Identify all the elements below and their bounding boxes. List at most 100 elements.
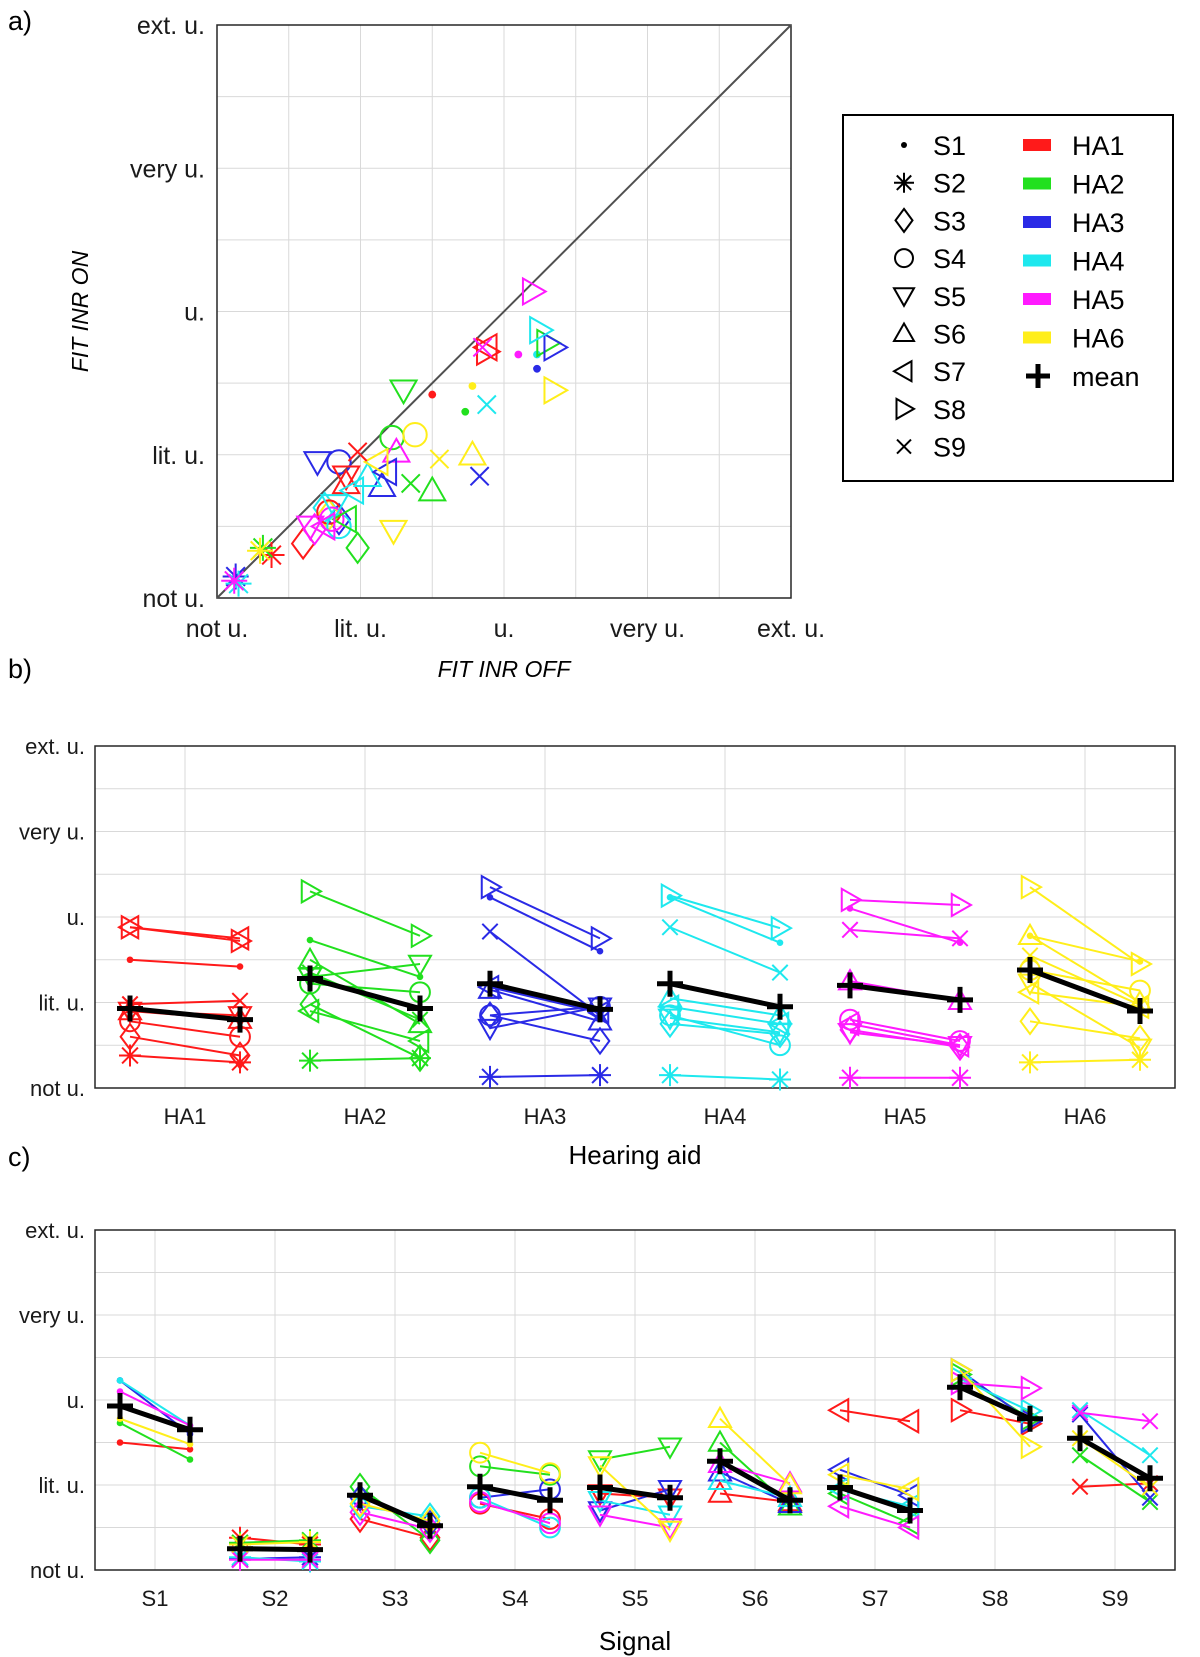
legend-marker-s2 bbox=[894, 172, 914, 193]
legend-swatch-ha5 bbox=[1023, 293, 1051, 305]
marker-on-ha3-s3 bbox=[589, 1026, 611, 1056]
pair-line-ha1-s2 bbox=[129, 1054, 241, 1064]
point-s2-ha3 bbox=[222, 563, 249, 590]
mean-on-ha2 bbox=[407, 995, 433, 1022]
marker-off-ha3-s5 bbox=[477, 1018, 503, 1042]
panel-b-hearing-aid: b) not u. lit. u. u. very u. ext. u. HA1 HA2 HA3… bbox=[8, 654, 1176, 1170]
legend-marker-s1 bbox=[901, 142, 907, 148]
marker-off-s5-ha6 bbox=[587, 1456, 613, 1479]
point-s1-ha1 bbox=[428, 390, 437, 399]
x-tick-label: S4 bbox=[502, 1586, 529, 1611]
mean-on-s2 bbox=[297, 1536, 323, 1563]
x-tick-label: S1 bbox=[142, 1586, 169, 1611]
legend-swatch-ha3 bbox=[1023, 216, 1051, 228]
mean-on-s7 bbox=[897, 1497, 923, 1524]
diagonal-line bbox=[216, 24, 792, 599]
pair-line-ha6-s2 bbox=[1029, 1058, 1141, 1064]
mean-off-s8 bbox=[947, 1374, 973, 1401]
y-tick-label: ext. u. bbox=[25, 734, 85, 759]
mean-line-s3 bbox=[358, 1492, 432, 1529]
marker-on-ha3-s2 bbox=[589, 1064, 611, 1087]
pair-line-ha2-s8 bbox=[309, 890, 421, 937]
marker-off-ha2-s7 bbox=[296, 998, 320, 1024]
marker-on-s8-ha6 bbox=[1020, 1434, 1044, 1460]
pair-line-ha6-s1 bbox=[1029, 934, 1141, 963]
marker-off-s6-ha4 bbox=[707, 1467, 733, 1490]
mean-line-s6 bbox=[718, 1459, 792, 1503]
marker-on-ha4-s3 bbox=[769, 1019, 791, 1049]
legend-label-s6: S6 bbox=[933, 320, 966, 350]
point-s7-ha2 bbox=[331, 504, 357, 534]
pair-line-s4-ha5 bbox=[479, 1501, 551, 1525]
y-tick-label: very u. bbox=[130, 155, 205, 183]
marker-on-s5-ha2 bbox=[657, 1437, 683, 1460]
x-tick-label: very u. bbox=[610, 615, 685, 643]
marker-on-ha1-s8 bbox=[230, 928, 254, 954]
mean-line-ha5 bbox=[849, 982, 961, 1003]
marker-on-s7-ha1 bbox=[896, 1408, 920, 1434]
pair-line-ha4-s7 bbox=[669, 1005, 781, 1025]
point-s6-ha2 bbox=[417, 475, 447, 502]
pair-line-ha2-s3 bbox=[309, 1003, 421, 1059]
marker-off-ha1-s1 bbox=[126, 956, 134, 964]
pair-line-s5-ha6 bbox=[599, 1464, 671, 1531]
marker-off-ha5-s9 bbox=[841, 921, 859, 939]
legend-label-ha5: HA5 bbox=[1072, 285, 1125, 315]
y-tick-label: not u. bbox=[30, 1558, 85, 1583]
marker-off-ha5-s8 bbox=[840, 887, 864, 913]
mean-off-s2 bbox=[227, 1535, 253, 1562]
pair-line-s7-ha1 bbox=[839, 1409, 911, 1423]
marker-on-ha3-s8 bbox=[590, 925, 614, 952]
point-s2-ha1 bbox=[258, 542, 285, 569]
pair-line-ha4-s8 bbox=[669, 894, 781, 930]
x-tick-label: HA6 bbox=[1064, 1104, 1107, 1129]
marker-on-ha6-s3 bbox=[1129, 1024, 1151, 1053]
pair-line-ha3-s1 bbox=[489, 896, 601, 953]
point-s5-ha3 bbox=[302, 451, 333, 477]
marker-on-s8-ha5 bbox=[1020, 1375, 1044, 1401]
point-s7-ha6 bbox=[362, 447, 389, 477]
panel-a-scatter: a) not u.not u. lit. u. lit. u. u. u. very u. v… bbox=[8, 6, 1174, 682]
x-axis-label: Signal bbox=[599, 1626, 671, 1656]
mean-off-ha2 bbox=[297, 965, 323, 992]
marker-off-s6-ha6 bbox=[707, 1405, 733, 1428]
marker-off-s9-ha3 bbox=[1071, 1406, 1089, 1423]
pair-line-ha3-s2 bbox=[489, 1074, 601, 1078]
marker-on-s3-ha2 bbox=[419, 1525, 441, 1555]
y-tick-label: very u. bbox=[19, 1303, 85, 1328]
x-tick-label: HA5 bbox=[884, 1104, 927, 1129]
legend-marker-s4 bbox=[894, 248, 914, 269]
pair-line-s7-ha5 bbox=[839, 1505, 911, 1529]
marker-off-s6-ha2 bbox=[707, 1429, 733, 1452]
mean-on-ha5 bbox=[947, 986, 973, 1013]
marker-off-ha4-s5 bbox=[657, 1008, 683, 1031]
mean-off-ha1 bbox=[117, 995, 143, 1022]
plot-frame bbox=[94, 1229, 1176, 1571]
marker-off-s7-ha1 bbox=[826, 1397, 850, 1423]
point-s8-ha6 bbox=[543, 375, 570, 406]
marker-off-s4-ha6 bbox=[469, 1441, 491, 1464]
point-s6-ha6 bbox=[457, 439, 488, 466]
marker-off-s9-ha1 bbox=[1071, 1478, 1089, 1496]
marker-off-ha4-s4 bbox=[659, 1004, 681, 1027]
mean-line-s8 bbox=[958, 1384, 1032, 1421]
x-tick-label: HA1 bbox=[164, 1104, 207, 1129]
marker-on-s5-ha5 bbox=[657, 1518, 683, 1541]
legend-marker-mean bbox=[1026, 364, 1050, 388]
pair-line-ha6-s8 bbox=[1029, 886, 1141, 965]
marker-on-ha2-s6 bbox=[407, 1010, 433, 1034]
x-tick-label: not u. bbox=[186, 615, 249, 643]
point-s8-ha5 bbox=[521, 276, 548, 307]
mean-off-ha5 bbox=[837, 972, 863, 999]
pair-line-s3-ha1 bbox=[359, 1518, 431, 1539]
x-tick-label: lit. u. bbox=[334, 615, 387, 643]
pair-line-ha1-s8 bbox=[129, 926, 241, 942]
mean-off-ha4 bbox=[657, 970, 683, 997]
marker-off-ha1-s2 bbox=[119, 1044, 141, 1067]
pair-line-ha3-s7 bbox=[489, 986, 601, 1014]
point-s7-ha3 bbox=[371, 457, 398, 487]
mean-line-ha3 bbox=[489, 981, 601, 1012]
point-s9-ha1 bbox=[347, 442, 368, 462]
mean-off-s6 bbox=[707, 1448, 733, 1475]
marker-on-ha5-s2 bbox=[949, 1066, 971, 1089]
